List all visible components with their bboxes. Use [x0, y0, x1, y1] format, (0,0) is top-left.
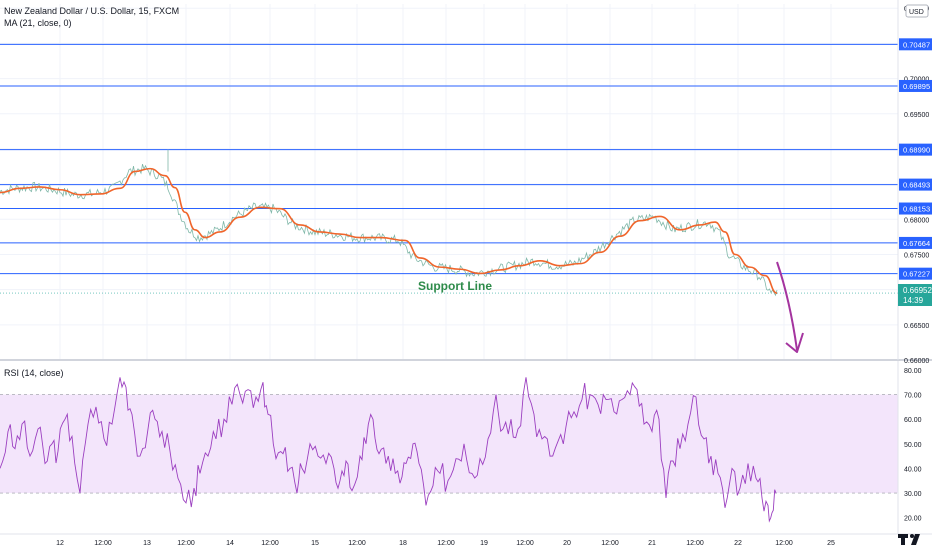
current-price-value: 0.66952 — [903, 286, 932, 295]
countdown-timer: 14:39 — [903, 296, 924, 305]
rsi-line — [0, 377, 777, 523]
forecast-arrow — [776, 261, 804, 353]
rsi-band-fill — [0, 394, 898, 494]
support-line-label: Support Line — [418, 279, 492, 293]
rsi-tick-label: 30.00 — [904, 491, 922, 498]
time-tick-label: 18 — [399, 540, 407, 547]
level-badge-label: 0.67664 — [903, 239, 930, 248]
time-tick-label: 20 — [563, 540, 571, 547]
level-badge — [899, 79, 932, 92]
time-tick-label: 12:00 — [601, 540, 619, 547]
time-tick-label: 14 — [226, 540, 234, 547]
time-tick-label: 12 — [56, 540, 64, 547]
time-tick-label: 15 — [311, 540, 319, 547]
level-badges: 0.70487 0.69895 0.68990 0.68493 0.68153 0.676… — [899, 38, 932, 280]
price-tick-label: 0.67500 — [904, 252, 929, 259]
rsi-tick-label: 80.00 — [904, 368, 922, 375]
price-tick-label: 0.66500 — [904, 323, 929, 330]
level-badge — [899, 143, 932, 156]
time-axis[interactable]: 12 12:00 13 12:00 14 12:00 15 12:00 18 12:00 19 12:… — [0, 533, 932, 547]
rsi-tick-label: 60.00 — [904, 417, 922, 424]
time-tick-label: 12:00 — [177, 540, 195, 547]
price-tick-label: 0.66000 — [904, 358, 929, 365]
rsi-tick-label: 20.00 — [904, 516, 922, 523]
level-badge — [899, 178, 932, 191]
rsi-series — [0, 377, 777, 523]
rsi-tick-label: 50.00 — [904, 442, 922, 449]
current-price-badge: 0.66952 14:39 — [898, 284, 932, 306]
rsi-band — [0, 394, 898, 494]
time-tick-label: 12:00 — [775, 540, 793, 547]
level-badge-label: 0.68493 — [903, 181, 930, 190]
rsi-legend[interactable]: RSI (14, close) — [4, 368, 64, 378]
level-lines — [0, 43, 898, 294]
tradingview-logo-icon — [898, 534, 920, 545]
time-tick-label: 22 — [734, 540, 742, 547]
time-tick-label: 25 — [827, 540, 835, 547]
level-badge — [899, 38, 932, 51]
price-grid — [0, 4, 898, 361]
price-tick-label: 0.69500 — [904, 112, 929, 119]
time-tick-label: 12:00 — [94, 540, 112, 547]
level-badge-label: 0.68153 — [903, 205, 930, 214]
symbol-legend[interactable]: New Zealand Dollar / U.S. Dollar, 15, FX… — [4, 6, 180, 16]
time-tick-label: 21 — [648, 540, 656, 547]
time-tick-label: 12:00 — [516, 540, 534, 547]
level-badge-label: 0.68990 — [903, 146, 930, 155]
level-badge-label: 0.67227 — [903, 270, 930, 279]
ma-line — [0, 167, 778, 294]
time-tick-label: 12:00 — [437, 540, 455, 547]
level-badge — [899, 202, 932, 215]
level-badge — [899, 236, 932, 249]
level-badge-label: 0.70487 — [903, 40, 930, 49]
rsi-tick-label: 70.00 — [904, 393, 922, 400]
level-badge — [899, 267, 932, 280]
ma-legend[interactable]: MA (21, close, 0) — [4, 18, 72, 28]
time-tick-label: 12:00 — [348, 540, 366, 547]
price-tick-label: 0.68000 — [904, 217, 929, 224]
currency-badge[interactable]: USD — [905, 4, 929, 18]
time-tick-label: 12:00 — [686, 540, 704, 547]
time-tick-label: 12:00 — [261, 540, 279, 547]
time-tick-label: 19 — [480, 540, 488, 547]
time-tick-label: 13 — [143, 540, 151, 547]
currency-label: USD — [909, 9, 924, 16]
level-badge-label: 0.69895 — [903, 82, 930, 91]
ma-series — [0, 167, 778, 294]
rsi-axis[interactable]: 80.00 70.00 60.00 50.00 40.00 30.00 20.00 — [897, 361, 922, 534]
rsi-tick-label: 40.00 — [904, 466, 922, 473]
